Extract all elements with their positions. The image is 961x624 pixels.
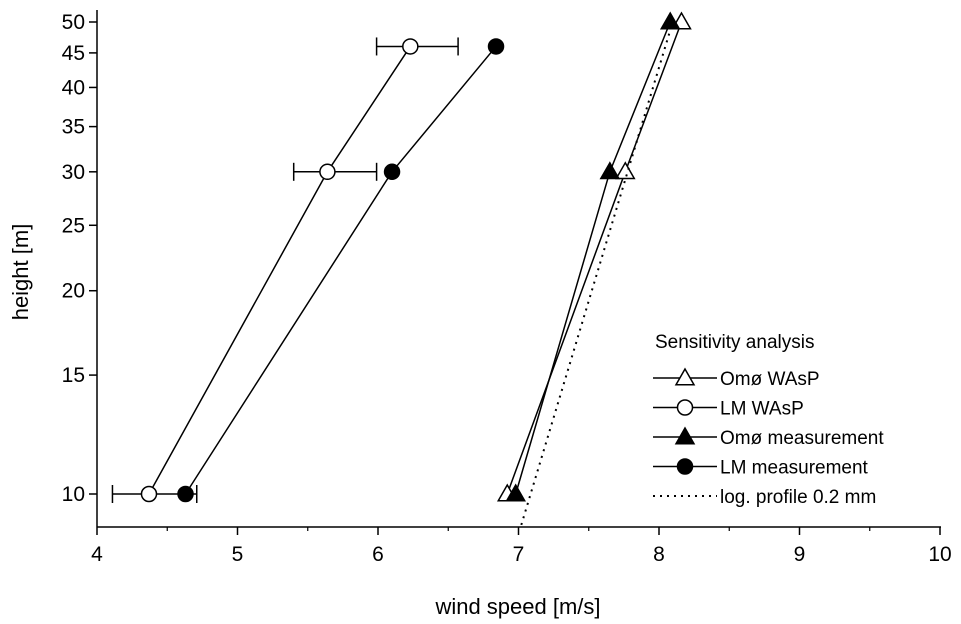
series-2: [505, 11, 681, 502]
legend-label: Omø WAsP: [720, 369, 820, 390]
legend-item-3: LM measurement: [653, 458, 869, 479]
legend-item-2: Omø measurement: [653, 426, 884, 449]
legend-item-0: Omø WAsP: [653, 367, 820, 390]
legend-label: LM measurement: [720, 458, 869, 479]
x-tick-label: 10: [928, 543, 951, 566]
data-point: [140, 485, 158, 503]
series-line: [148, 46, 411, 495]
legend-item-4: log. profile 0.2 mm: [653, 487, 876, 508]
x-tick-label: 9: [794, 543, 806, 566]
legend-item-1: LM WAsP: [653, 399, 804, 420]
data-point: [402, 38, 419, 55]
legend-title: Sensitivity analysis: [655, 332, 814, 353]
y-tick-label: 45: [62, 42, 85, 65]
series-0: [496, 11, 692, 502]
y-tick-label: 15: [62, 364, 85, 387]
legend-label: Omø measurement: [720, 428, 884, 449]
data-point: [177, 485, 194, 503]
series-line: [506, 21, 683, 495]
y-tick-label: 10: [62, 483, 85, 506]
series-line: [520, 15, 676, 526]
x-tick-label: 4: [91, 543, 103, 566]
y-tick-label: 40: [62, 76, 85, 99]
y-tick-label: 30: [62, 161, 85, 184]
x-tick-label: 8: [653, 543, 665, 566]
series-line: [184, 45, 497, 495]
series-layer: [111, 11, 692, 526]
legend-label: log. profile 0.2 mm: [720, 487, 876, 508]
y-axis-title: height [m]: [8, 224, 33, 321]
data-point: [319, 163, 336, 181]
data-point: [599, 161, 621, 180]
data-point: [383, 163, 401, 181]
data-point: [487, 38, 505, 55]
data-point: [614, 161, 636, 180]
x-axis-title: wind speed [m/s]: [434, 594, 600, 619]
series-3: [177, 38, 505, 503]
legend-marker: [674, 367, 696, 386]
legend: Omø WAsP LM WAsP Omø measurement LM measure…: [653, 367, 884, 508]
x-tick-label: 7: [513, 543, 525, 566]
data-point: [505, 483, 526, 502]
legend-marker: [676, 399, 694, 416]
series-1: [111, 37, 459, 503]
y-tick-label: 35: [62, 116, 85, 139]
y-tick-label: 50: [62, 11, 85, 34]
x-tick-label: 6: [372, 543, 384, 566]
y-tick-label: 20: [62, 280, 85, 303]
legend-marker: [674, 426, 696, 445]
legend-marker: [676, 458, 694, 475]
series-4: [520, 15, 676, 526]
y-tick-label: 25: [62, 214, 85, 237]
x-tick-label: 5: [232, 543, 244, 566]
legend-label: LM WAsP: [720, 399, 804, 420]
